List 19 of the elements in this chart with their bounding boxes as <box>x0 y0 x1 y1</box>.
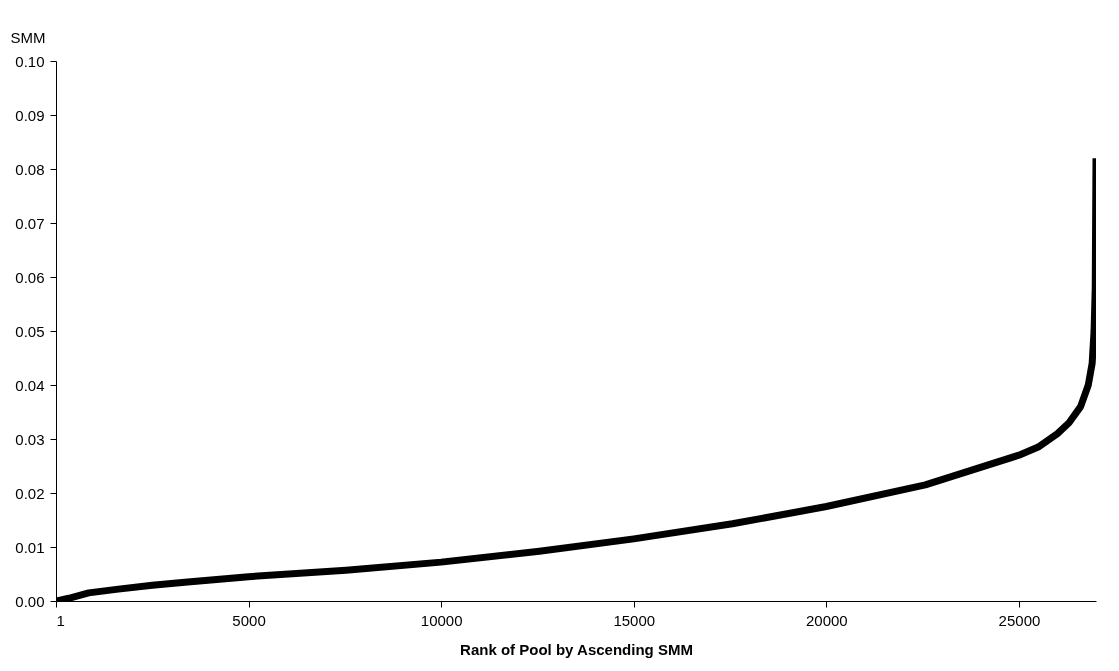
y-tick-label: 0.01 <box>15 538 45 556</box>
x-tick-label: 25000 <box>998 611 1041 629</box>
y-tick-label: 0.08 <box>15 160 45 178</box>
y-tick-label: 0.06 <box>15 268 45 286</box>
y-axis-title: SMM <box>10 28 46 46</box>
x-tick-label: 1 <box>56 611 65 629</box>
y-tick-label: 0.02 <box>15 484 45 502</box>
y-tick-label: 0.04 <box>15 376 45 394</box>
x-axis-title: Rank of Pool by Ascending SMM <box>460 640 693 658</box>
y-tick-label: 0.07 <box>15 214 45 232</box>
y-tick-label: 0.10 <box>15 52 45 70</box>
y-tick-label: 0.03 <box>15 430 45 448</box>
x-tick-label: 20000 <box>806 611 848 629</box>
x-tick-label: 5000 <box>232 611 266 629</box>
x-tick-label: 15000 <box>613 611 656 629</box>
y-tick-label: 0.05 <box>15 322 45 340</box>
y-tick-label: 0.00 <box>15 592 45 610</box>
x-tick-label: 10000 <box>420 611 463 629</box>
y-tick-label: 0.09 <box>15 106 45 124</box>
